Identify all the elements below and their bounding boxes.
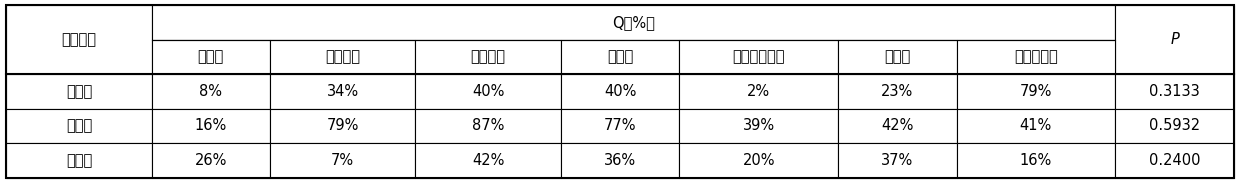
- Text: 乙醇回: 乙醇回: [66, 118, 92, 133]
- Text: 40%: 40%: [604, 84, 636, 99]
- Text: 16%: 16%: [195, 118, 227, 133]
- Bar: [270, 40, 415, 74]
- Bar: [838, 40, 956, 74]
- Bar: [415, 109, 560, 143]
- Bar: [270, 109, 415, 143]
- Text: 0.3133: 0.3133: [1149, 84, 1200, 99]
- Bar: [151, 74, 270, 109]
- Bar: [680, 74, 838, 109]
- Text: 没食子: 没食子: [197, 50, 224, 65]
- Text: 芍药内酯: 芍药内酯: [471, 50, 506, 65]
- Bar: [415, 40, 560, 74]
- Bar: [270, 143, 415, 178]
- Bar: [956, 74, 1115, 109]
- Bar: [270, 74, 415, 109]
- Text: 苯甲酰芍药: 苯甲酰芍药: [1014, 50, 1058, 65]
- Bar: [838, 74, 956, 109]
- Text: 87%: 87%: [472, 118, 505, 133]
- Text: 8%: 8%: [200, 84, 222, 99]
- Bar: [6, 5, 151, 74]
- Text: 34%: 34%: [326, 84, 358, 99]
- Text: 23%: 23%: [882, 84, 914, 99]
- Bar: [151, 5, 1115, 40]
- Bar: [560, 74, 680, 109]
- Text: 2%: 2%: [746, 84, 770, 99]
- Text: 42%: 42%: [472, 153, 505, 168]
- Text: 20%: 20%: [743, 153, 775, 168]
- Text: 水回流: 水回流: [66, 153, 92, 168]
- Bar: [415, 143, 560, 178]
- Text: 77%: 77%: [604, 118, 636, 133]
- Text: 79%: 79%: [326, 118, 358, 133]
- Text: 36%: 36%: [604, 153, 636, 168]
- Bar: [1115, 143, 1234, 178]
- Bar: [151, 109, 270, 143]
- Bar: [956, 40, 1115, 74]
- Text: 氧化芍药: 氧化芍药: [325, 50, 360, 65]
- Text: 0.5932: 0.5932: [1149, 118, 1200, 133]
- Bar: [680, 109, 838, 143]
- Bar: [560, 40, 680, 74]
- Text: Q（%）: Q（%）: [613, 15, 655, 30]
- Text: 37%: 37%: [882, 153, 914, 168]
- Text: 芍药苷: 芍药苷: [606, 50, 634, 65]
- Text: 79%: 79%: [1019, 84, 1052, 99]
- Bar: [1115, 74, 1234, 109]
- Bar: [680, 40, 838, 74]
- Bar: [680, 143, 838, 178]
- Text: 41%: 41%: [1019, 118, 1052, 133]
- Text: 0.2400: 0.2400: [1148, 153, 1200, 168]
- Bar: [560, 109, 680, 143]
- Bar: [956, 109, 1115, 143]
- Bar: [151, 40, 270, 74]
- Bar: [1115, 109, 1234, 143]
- Text: 没食子酰芍药: 没食子酰芍药: [733, 50, 785, 65]
- Bar: [838, 143, 956, 178]
- Text: 苯甲酸: 苯甲酸: [884, 50, 910, 65]
- Bar: [560, 143, 680, 178]
- Text: P: P: [1171, 32, 1179, 47]
- Text: 7%: 7%: [331, 153, 355, 168]
- Text: 提取方法: 提取方法: [62, 32, 97, 47]
- Bar: [1115, 5, 1234, 74]
- Bar: [6, 74, 151, 109]
- Bar: [151, 143, 270, 178]
- Text: 26%: 26%: [195, 153, 227, 168]
- Bar: [838, 109, 956, 143]
- Bar: [415, 74, 560, 109]
- Bar: [6, 109, 151, 143]
- Text: 16%: 16%: [1019, 153, 1052, 168]
- Bar: [6, 143, 151, 178]
- Text: 40%: 40%: [472, 84, 505, 99]
- Text: 乙醇超: 乙醇超: [66, 84, 92, 99]
- Bar: [956, 143, 1115, 178]
- Text: 39%: 39%: [743, 118, 775, 133]
- Text: 42%: 42%: [882, 118, 914, 133]
